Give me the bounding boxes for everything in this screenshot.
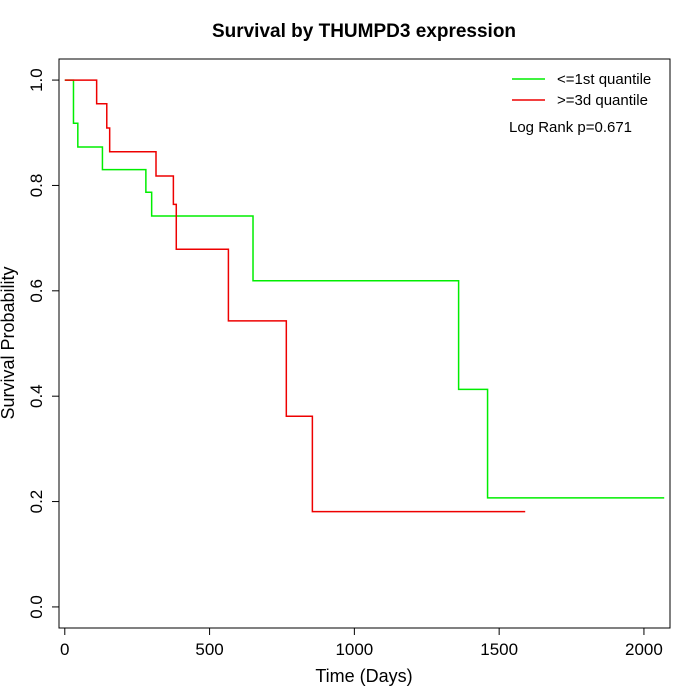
x-tick-label: 2000: [625, 640, 663, 659]
y-axis-label: Survival Probability: [0, 266, 18, 419]
x-tick-label: 1500: [480, 640, 518, 659]
y-tick-label: 0.0: [27, 595, 46, 619]
series-line-1: [64, 79, 526, 513]
plot-frame: [58, 58, 671, 629]
y-tick-label: 0.6: [27, 279, 46, 303]
x-tick-label: 1000: [335, 640, 373, 659]
y-tick-label: 1.0: [27, 68, 46, 92]
y-tick-label: 0.4: [27, 384, 46, 408]
legend-label-high-quantile: >=3d quantile: [557, 92, 648, 109]
series-line-0: [64, 79, 665, 499]
y-tick-label: 0.2: [27, 490, 46, 514]
y-tick-label: 0.8: [27, 174, 46, 198]
x-tick-label: 0: [60, 640, 69, 659]
x-tick-label: 500: [195, 640, 223, 659]
chart-title: Survival by THUMPD3 expression: [212, 21, 516, 42]
x-axis-label: Time (Days): [315, 666, 412, 686]
series-layer: [64, 79, 665, 513]
legend: <=1st quantile >=3d quantile: [512, 71, 651, 109]
legend-label-low-quantile: <=1st quantile: [557, 71, 651, 88]
log-rank-annotation: Log Rank p=0.671: [509, 119, 632, 136]
x-axis: 0 500 1000 1500 2000: [60, 627, 663, 659]
y-axis: 0.0 0.2 0.4 0.6 0.8 1.0: [27, 68, 60, 619]
